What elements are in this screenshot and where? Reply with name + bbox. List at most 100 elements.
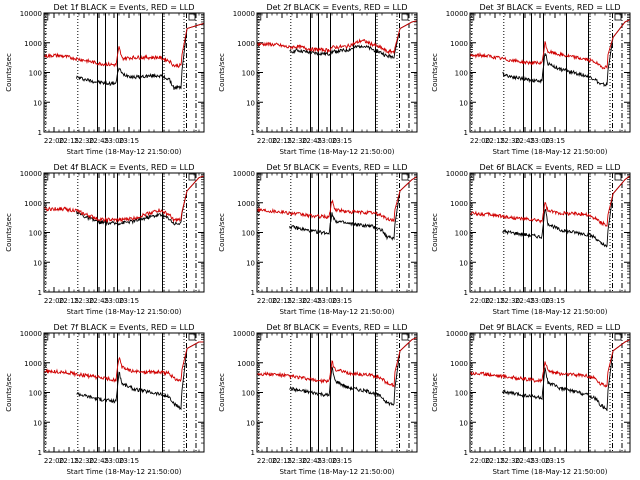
x-tick-label: 22:45 [302, 457, 322, 465]
y-tick-label: 1 [38, 289, 42, 297]
y-tick-label: 1000 [24, 40, 42, 48]
x-tick-label: 22:15 [272, 457, 292, 465]
y-tick-label: 1 [38, 449, 42, 457]
x-tick-label: 22:15 [485, 457, 505, 465]
flag-box [401, 173, 409, 181]
plot-area [44, 13, 204, 132]
y-tick-label: 1 [38, 129, 42, 137]
x-tick-label: 22:30 [74, 457, 94, 465]
detector-panel-4: Det 4f BLACK = Events, RED = LLD Counts/s… [5, 163, 205, 316]
flag-box [257, 13, 262, 21]
y-tick-label: 1000 [237, 200, 255, 208]
flag-box [44, 13, 49, 21]
events-series-line [76, 22, 204, 91]
y-tick-label: 10 [459, 259, 468, 267]
events-series-line [289, 176, 417, 241]
x-tick-label: 22:00 [44, 297, 64, 305]
events-series-line [76, 341, 204, 411]
x-tick-label: 23:00 [104, 297, 124, 305]
x-tick-label: 22:30 [74, 137, 94, 145]
detector-panel-2: Det 2f BLACK = Events, RED = LLD Counts/s… [218, 3, 418, 156]
y-tick-label: 1000 [450, 200, 468, 208]
x-tick-label: 22:00 [257, 457, 277, 465]
x-tick-label: 23:15 [119, 297, 139, 305]
x-tick-label: 23:00 [317, 137, 337, 145]
detector-panel-3: Det 3f BLACK = Events, RED = LLD Counts/s… [431, 3, 631, 156]
y-tick-label: 1000 [450, 360, 468, 368]
x-tick-label: 22:00 [44, 457, 64, 465]
x-tick-label: 23:00 [530, 457, 550, 465]
x-tick-label: 22:15 [485, 297, 505, 305]
flag-box [257, 173, 262, 181]
panel-title: Det 8f BLACK = Events, RED = LLD [266, 323, 407, 332]
y-tick-label: 10000 [446, 330, 468, 338]
lld-series-line [470, 19, 630, 70]
events-series-line [502, 175, 630, 248]
detector-panel-6: Det 6f BLACK = Events, RED = LLD Counts/s… [431, 163, 631, 316]
y-tick-label: 100 [242, 230, 255, 238]
plot-frame [256, 12, 418, 133]
x-tick-label: 22:30 [287, 297, 307, 305]
y-tick-label: 1000 [24, 200, 42, 208]
panel-title: Det 9f BLACK = Events, RED = LLD [479, 323, 620, 332]
x-tick-label: 23:15 [332, 137, 352, 145]
panel-title: Det 1f BLACK = Events, RED = LLD [53, 3, 194, 12]
plot-frame [43, 332, 205, 453]
y-tick-label: 100 [29, 390, 42, 398]
x-axis-label: Start Time (18-May-12 21:50:00) [279, 308, 394, 316]
y-tick-label: 1 [464, 449, 468, 457]
detector-panel-7: Det 7f BLACK = Events, RED = LLD Counts/s… [5, 323, 205, 476]
x-tick-label: 23:15 [119, 137, 139, 145]
lld-series-line [257, 176, 417, 222]
y-tick-label: 10 [459, 419, 468, 427]
y-tick-label: 1 [464, 289, 468, 297]
flag-box [401, 13, 409, 21]
flag-box [44, 333, 49, 341]
detector-panel-1: Det 1f BLACK = Events, RED = LLD Counts/s… [5, 3, 205, 156]
x-tick-label: 22:45 [89, 457, 109, 465]
x-tick-label: 22:30 [500, 297, 520, 305]
x-tick-label: 23:00 [104, 457, 124, 465]
plot-frame [43, 12, 205, 133]
plot-area [470, 173, 630, 292]
y-tick-label: 1000 [450, 40, 468, 48]
y-tick-label: 1000 [237, 360, 255, 368]
panel-title: Det 3f BLACK = Events, RED = LLD [479, 3, 620, 12]
y-tick-label: 100 [29, 230, 42, 238]
lld-series-line [44, 175, 204, 224]
x-tick-label: 22:45 [515, 137, 535, 145]
panel-title: Det 4f BLACK = Events, RED = LLD [53, 163, 194, 172]
lld-series-line [470, 339, 630, 388]
y-tick-label: 1000 [24, 360, 42, 368]
flag-box [257, 333, 262, 341]
flag-box [188, 173, 196, 181]
lld-series-line [44, 22, 204, 69]
x-tick-label: 22:00 [470, 297, 490, 305]
flag-box [188, 13, 196, 21]
x-axis-label: Start Time (18-May-12 21:50:00) [492, 308, 607, 316]
x-tick-label: 22:15 [485, 137, 505, 145]
plot-area [257, 173, 417, 292]
y-tick-label: 1 [464, 129, 468, 137]
events-series-line [502, 19, 630, 88]
y-axis-label: Counts/sec [218, 373, 226, 412]
y-tick-label: 10000 [20, 170, 42, 178]
y-axis-label: Counts/sec [218, 53, 226, 92]
plot-area [470, 13, 630, 132]
y-axis-label: Counts/sec [431, 53, 439, 92]
x-tick-label: 22:30 [500, 137, 520, 145]
x-tick-label: 23:15 [545, 137, 565, 145]
x-tick-label: 23:00 [317, 457, 337, 465]
flag-box [188, 333, 196, 341]
y-tick-label: 10000 [233, 170, 255, 178]
y-tick-label: 1 [251, 449, 255, 457]
plot-area [44, 333, 204, 452]
lld-series-line [257, 20, 417, 55]
x-tick-label: 22:30 [287, 457, 307, 465]
detector-panel-8: Det 8f BLACK = Events, RED = LLD Counts/s… [218, 323, 418, 476]
x-tick-label: 22:00 [470, 137, 490, 145]
y-tick-label: 10000 [233, 10, 255, 18]
y-tick-label: 10000 [446, 10, 468, 18]
x-tick-label: 23:15 [119, 457, 139, 465]
